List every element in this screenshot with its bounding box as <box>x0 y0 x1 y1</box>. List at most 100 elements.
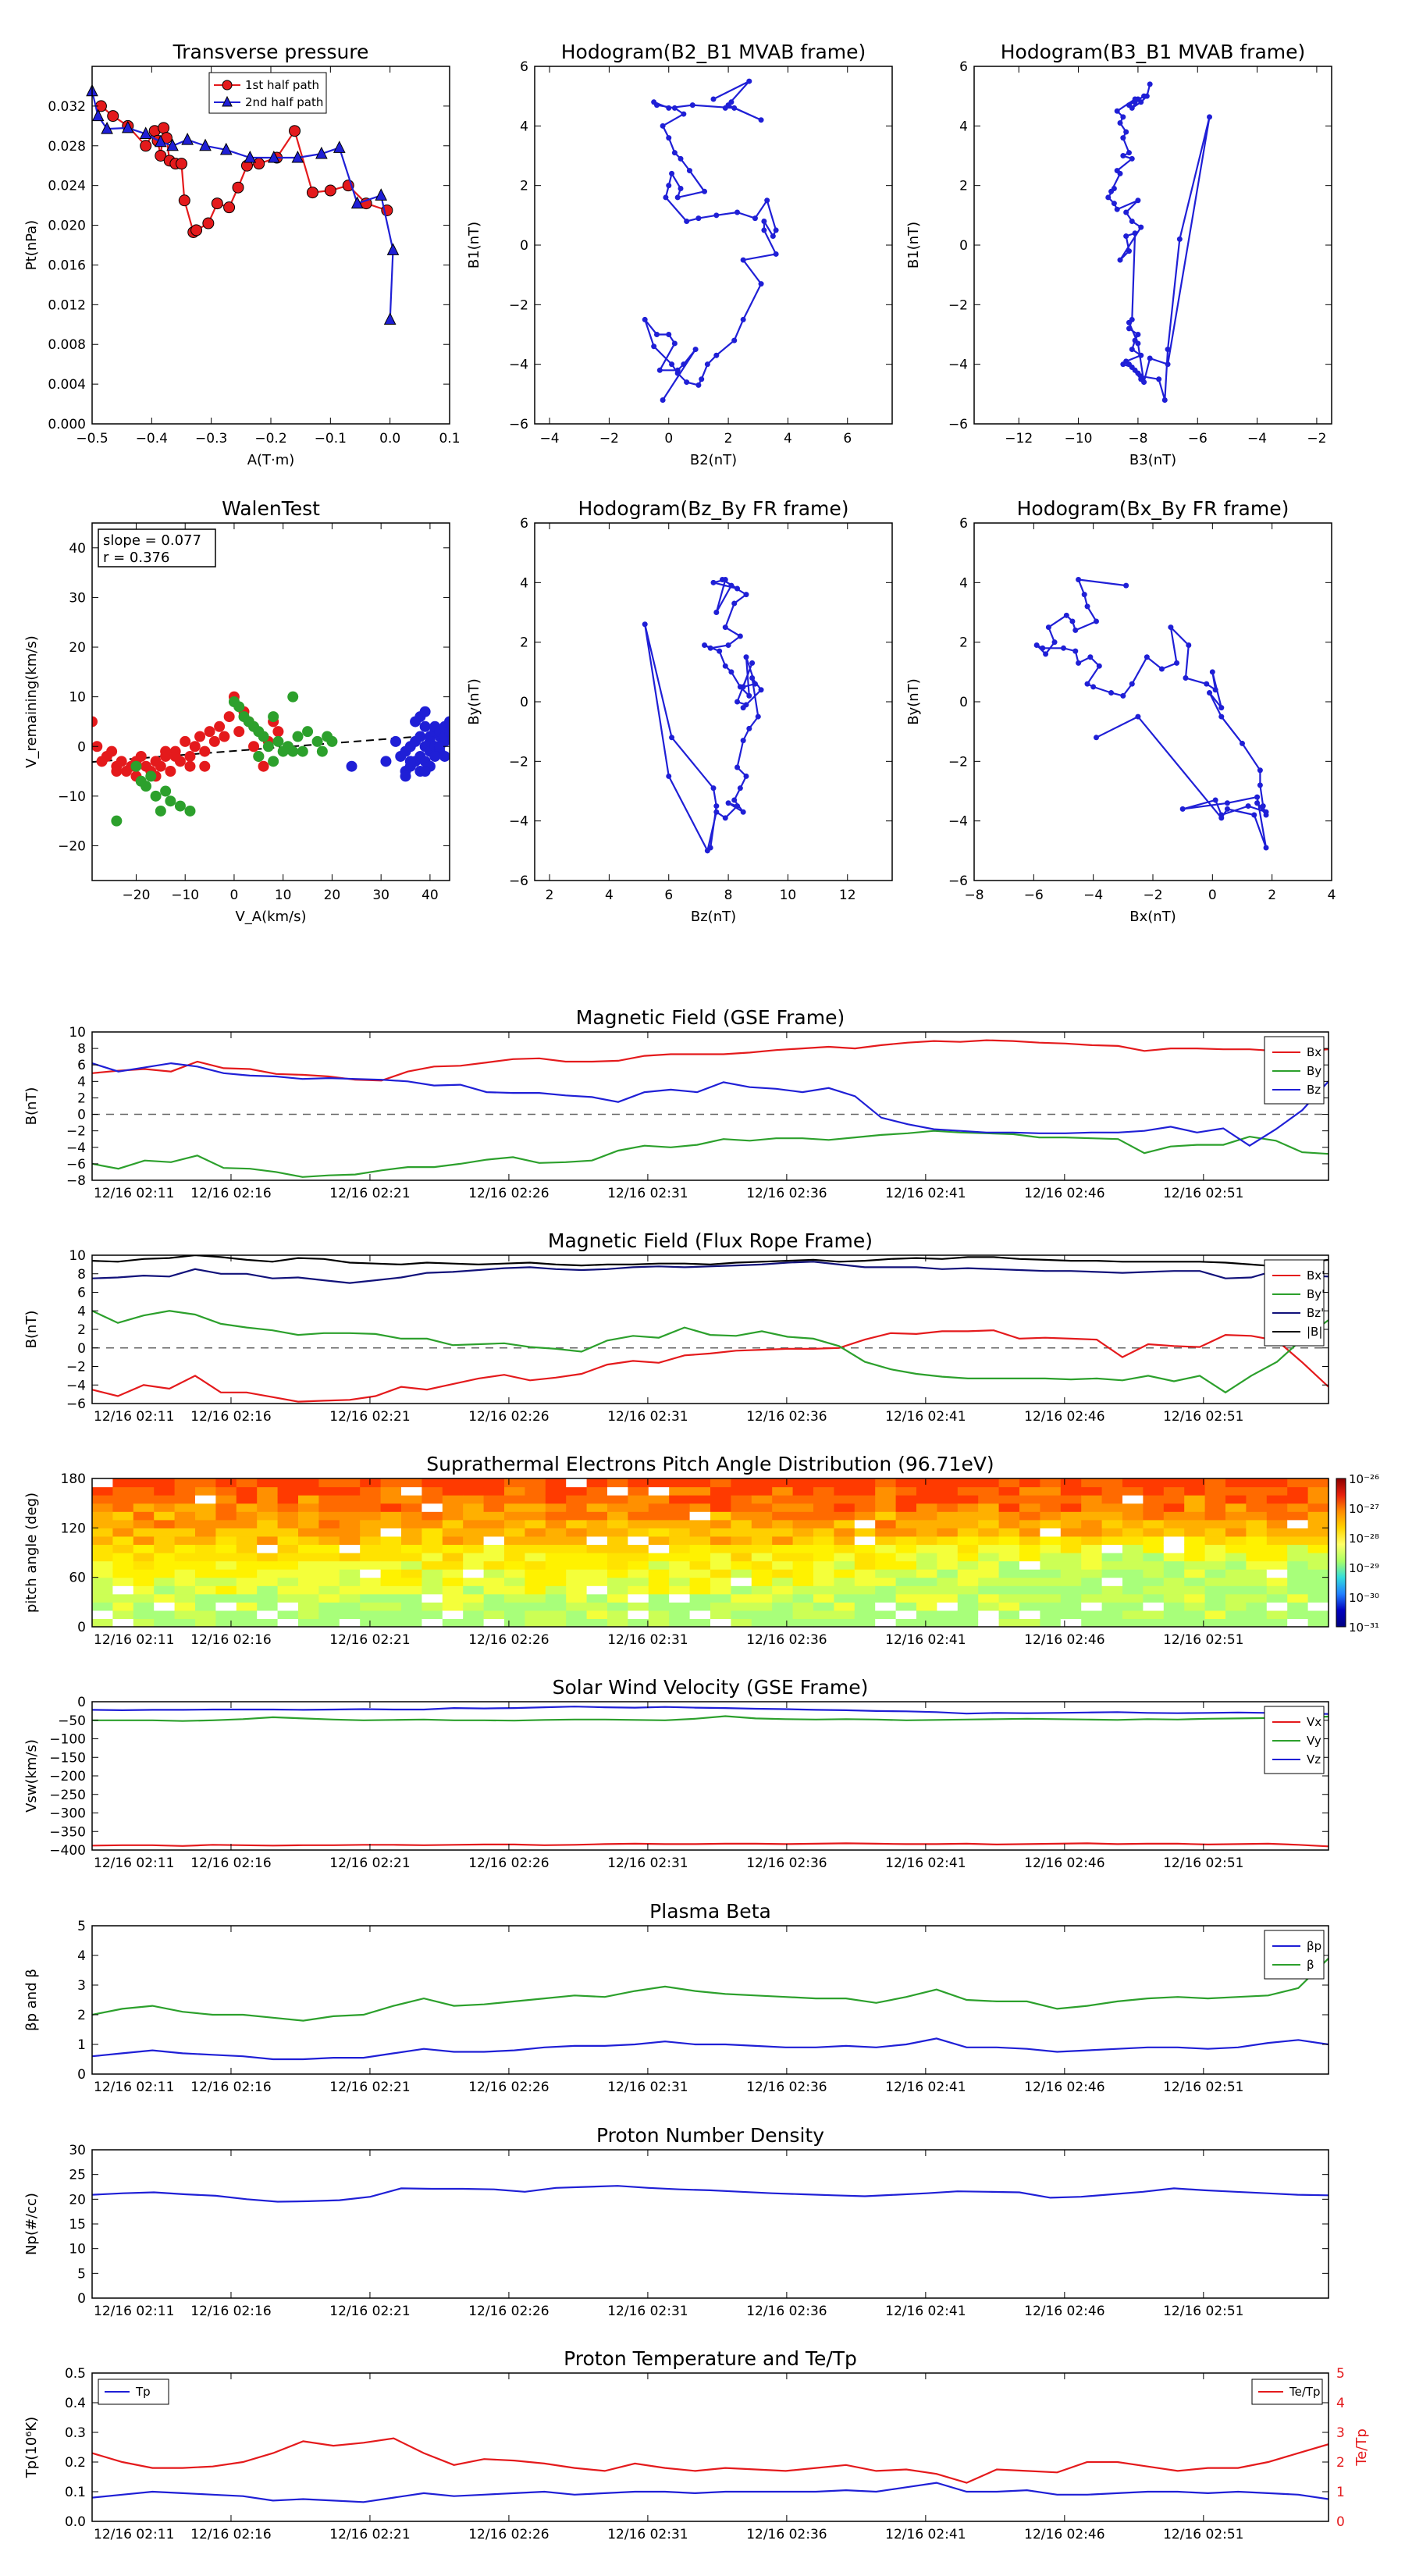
mag_fr-ylabel: B(nT) <box>23 1311 40 1349</box>
hodogram_bx_by-point <box>1207 690 1213 696</box>
pad-cell <box>1246 1478 1268 1488</box>
hodogram_b2_b1-point <box>684 218 690 224</box>
pad-cell <box>689 1560 711 1570</box>
beta-ytick-label: 2 <box>77 2008 86 2023</box>
pad-cell <box>978 1535 1000 1546</box>
pad-cell <box>236 1577 258 1586</box>
pad-cell <box>792 1569 814 1578</box>
pad-cell <box>1246 1486 1268 1496</box>
hodogram_bz_by-point <box>725 800 731 806</box>
pad-cell <box>525 1544 546 1553</box>
pad-cell <box>834 1495 855 1504</box>
pad-cell <box>710 1495 731 1504</box>
pad-cell <box>586 1519 608 1528</box>
hodogram_b2_b1-point <box>773 227 779 233</box>
pad-cell <box>648 1519 670 1528</box>
pad-cell <box>1101 1553 1123 1562</box>
pad-cell <box>1122 1486 1144 1496</box>
pad-cell <box>1184 1618 1206 1628</box>
vsw-ytick-label: −350 <box>49 1824 86 1840</box>
hodogram_b2_b1-point <box>660 123 666 129</box>
transverse_pressure-point <box>176 158 187 170</box>
pad-cell <box>1060 1503 1082 1512</box>
vsw-frame <box>91 1701 1329 1851</box>
pad-cell <box>916 1503 937 1512</box>
pad-cell <box>669 1593 691 1603</box>
pad-cell <box>751 1618 773 1628</box>
pad-cell <box>1266 1503 1288 1512</box>
pad-cell <box>854 1602 876 1611</box>
pad-cell <box>1143 1544 1165 1553</box>
walen_test-ytick-label: 20 <box>69 640 86 656</box>
hodogram_bz_by-point <box>722 624 728 631</box>
hodogram_bz_by-point <box>737 785 743 792</box>
pad-cell <box>483 1478 505 1488</box>
pad-cell <box>689 1544 711 1553</box>
hodogram_bz_by-point <box>731 797 738 803</box>
pad-cell <box>1143 1610 1165 1620</box>
pad-cell <box>463 1503 485 1512</box>
walen_test-point <box>439 750 450 762</box>
pad-cell <box>195 1593 216 1603</box>
transverse_pressure-ytick-label: 0.032 <box>48 99 86 115</box>
pad-cell <box>648 1495 670 1504</box>
hodogram_bx_by-point <box>1212 687 1218 693</box>
pad-cell <box>916 1486 937 1496</box>
hodogram_bx_by-ytick-label: 2 <box>959 635 968 651</box>
pad-cell <box>483 1519 505 1528</box>
pad-cell <box>215 1610 237 1620</box>
pad-cell <box>813 1478 834 1488</box>
pad-cell <box>1204 1610 1226 1620</box>
pad-cell <box>854 1495 876 1504</box>
pad-cell <box>586 1528 608 1537</box>
pad-cell <box>586 1535 608 1546</box>
pad-cell <box>318 1569 340 1578</box>
pad-cell <box>566 1593 588 1603</box>
pad-cell <box>339 1618 361 1628</box>
pad-cell <box>998 1585 1020 1595</box>
pad-cell <box>1204 1577 1226 1586</box>
pad-cell <box>277 1519 299 1528</box>
transverse_pressure-ytick-label: 0.016 <box>48 258 86 273</box>
pad-cell <box>710 1560 731 1570</box>
pad-cell <box>1143 1553 1165 1562</box>
pad-cell <box>1184 1503 1206 1512</box>
pad-cell <box>483 1511 505 1521</box>
pad-cell <box>1081 1528 1103 1537</box>
pad-cell <box>916 1577 937 1586</box>
np-ytick-label: 0 <box>77 2291 86 2307</box>
pad-cells <box>92 1478 1329 1628</box>
pad-cell <box>792 1495 814 1504</box>
pad-cell <box>1163 1593 1185 1603</box>
pad-cell <box>525 1593 546 1603</box>
pad-cell <box>957 1593 979 1603</box>
pad-cell <box>422 1503 443 1512</box>
pad-cell <box>1040 1602 1062 1611</box>
pad-cell <box>751 1577 773 1586</box>
pad-cell <box>751 1486 773 1496</box>
transverse_pressure-xtick-label: −0.5 <box>76 431 108 447</box>
pad-cell <box>339 1503 361 1512</box>
pad-cell <box>1266 1544 1288 1553</box>
pad-cell <box>545 1593 567 1603</box>
transverse_pressure-point <box>139 126 152 140</box>
pad-cell <box>257 1610 279 1620</box>
hodogram_b2_b1-point <box>770 233 776 240</box>
pad-cell <box>937 1560 959 1570</box>
pad-cell <box>1040 1553 1062 1562</box>
walen_test-point <box>184 805 196 817</box>
pad-cell <box>834 1528 855 1537</box>
pad-cell <box>504 1618 525 1628</box>
mag_fr-ytick-label: 6 <box>77 1286 86 1301</box>
hodogram_b3_b1-point <box>1123 209 1129 215</box>
pad-cell <box>834 1618 855 1628</box>
pad-cell <box>339 1569 361 1578</box>
pad-cell <box>504 1610 525 1620</box>
pad-cell <box>442 1535 464 1546</box>
hodogram_b3_b1-point <box>1120 361 1126 368</box>
np-xtick-label: 12/16 02:51 <box>1163 2304 1243 2319</box>
pad-cell <box>298 1478 319 1488</box>
pad-cell <box>607 1495 628 1504</box>
pad-cell <box>1060 1577 1082 1586</box>
hodogram_bx_by-xtick-label: 4 <box>1328 888 1336 903</box>
